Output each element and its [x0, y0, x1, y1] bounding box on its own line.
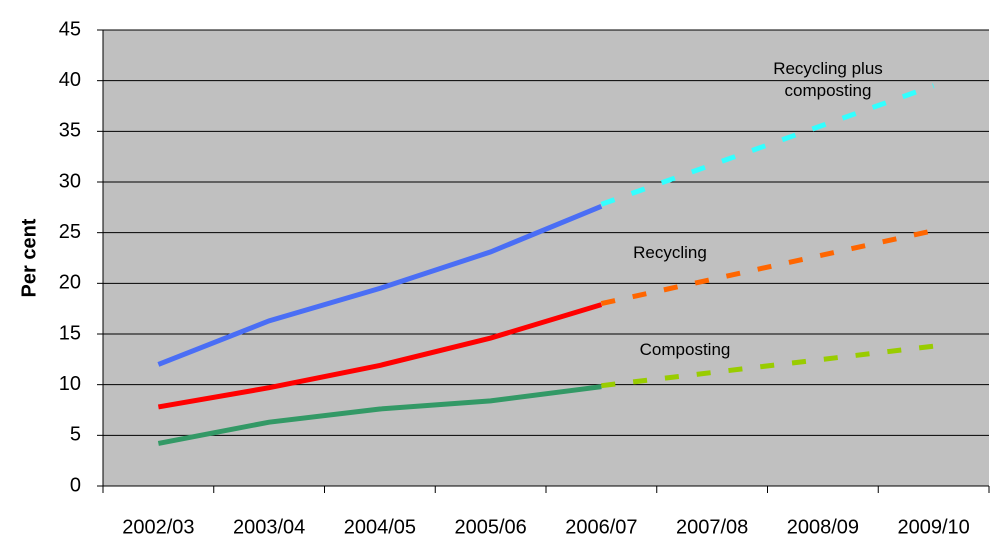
plot-area [103, 30, 989, 486]
y-tick-label: 5 [70, 424, 81, 446]
y-tick-label: 15 [59, 322, 81, 344]
x-tick-label: 2003/04 [233, 516, 305, 536]
y-tick-label: 25 [59, 221, 81, 243]
y-tick-label: 10 [59, 373, 81, 395]
x-tick-label: 2002/03 [122, 516, 194, 536]
y-tick-label: 30 [59, 170, 81, 192]
x-tick-label: 2006/07 [565, 516, 637, 536]
series-line [157, 384, 602, 446]
y-tick-label: 0 [70, 474, 81, 496]
series-line [600, 83, 935, 207]
y-tick-label: 20 [59, 272, 81, 294]
series-line [600, 228, 935, 307]
annotation: Composting [639, 340, 731, 359]
x-tick-label: 2009/10 [897, 516, 969, 536]
y-tick-label: 40 [59, 69, 81, 91]
x-tick-label: 2005/06 [454, 516, 526, 536]
x-tick-label: 2007/08 [676, 516, 748, 536]
x-tick-label: 2004/05 [344, 516, 416, 536]
y-tick-label: 35 [59, 120, 81, 142]
series-line [157, 302, 603, 410]
series-line [157, 204, 603, 367]
annotation: Recycling plus composting [773, 59, 883, 100]
y-axis-label: Per cent [18, 218, 40, 297]
y-tick-label: 45 [59, 18, 81, 40]
x-tick-label: 2008/09 [787, 516, 859, 536]
series-line [601, 343, 934, 389]
annotation: Recycling [633, 243, 707, 262]
